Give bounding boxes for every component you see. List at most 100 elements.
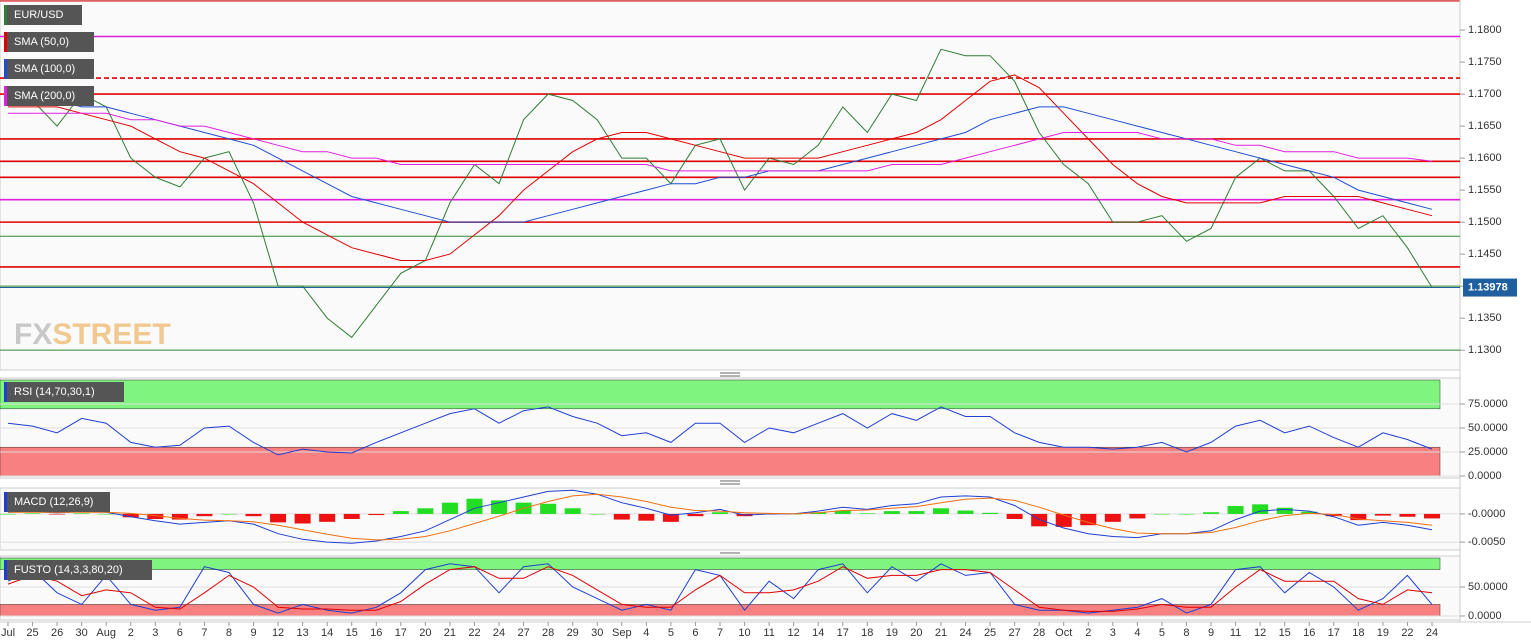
- x-tick-label: 17: [1328, 627, 1340, 639]
- x-tick-label: 3: [152, 627, 158, 639]
- x-tick-label: 21: [444, 627, 456, 639]
- x-tick-label: Jul: [1, 627, 15, 639]
- x-tick-label: 2: [1085, 627, 1091, 639]
- histogram-bar: [0, 513, 16, 515]
- y-tick-label: 0.0000: [1468, 610, 1502, 622]
- splitter[interactable]: [720, 480, 740, 485]
- x-tick-label: 3: [1110, 627, 1116, 639]
- histogram-bar: [1374, 513, 1391, 516]
- x-tick-label: 15: [346, 627, 358, 639]
- x-tick-label: Sep: [612, 627, 632, 639]
- indicator-label: FUSTO (14,3,3,80,20): [14, 564, 123, 576]
- histogram-bar: [982, 512, 999, 514]
- x-tick-label: 10: [738, 627, 750, 639]
- x-tick-label: 21: [935, 627, 947, 639]
- x-tick-label: 14: [321, 627, 333, 639]
- y-tick-label: 75.0000: [1468, 398, 1508, 410]
- watermark-part: FX: [14, 318, 52, 351]
- indicator-label-box: [4, 560, 152, 580]
- histogram-bar: [1178, 513, 1195, 515]
- histogram-bar: [540, 503, 557, 514]
- x-tick-label: 5: [668, 627, 674, 639]
- histogram-bar: [1227, 506, 1244, 514]
- splitter[interactable]: [720, 372, 740, 377]
- x-tick-label: 30: [76, 627, 88, 639]
- legend-label: SMA (50,0): [14, 36, 69, 48]
- x-tick-label: 12: [1254, 627, 1266, 639]
- histogram-bar: [957, 510, 974, 514]
- histogram-bar: [392, 511, 409, 514]
- x-tick-label: 24: [493, 627, 505, 639]
- x-tick-label: Oct: [1055, 627, 1072, 639]
- histogram-bar: [1252, 504, 1269, 514]
- histogram-bar: [196, 513, 213, 517]
- zone: [0, 557, 1441, 570]
- x-tick-label: 20: [419, 627, 431, 639]
- histogram-bar: [466, 498, 483, 514]
- x-tick-label: 29: [567, 627, 579, 639]
- histogram-bar: [662, 513, 679, 522]
- legend-swatch: [4, 5, 7, 25]
- y-tick-label: 1.1600: [1468, 152, 1502, 164]
- histogram-bar: [368, 513, 385, 516]
- histogram-bar: [589, 513, 606, 515]
- x-tick-label: 9: [250, 627, 256, 639]
- x-tick-label: 13: [296, 627, 308, 639]
- series-line: [8, 493, 1433, 541]
- x-tick-label: 30: [591, 627, 603, 639]
- x-tick-label: 12: [272, 627, 284, 639]
- x-tick-label: 25: [984, 627, 996, 639]
- x-tick-label: 6: [177, 627, 183, 639]
- legend-label: EUR/USD: [14, 9, 64, 21]
- histogram-bar: [1301, 511, 1318, 514]
- series-line: [7, 406, 1433, 456]
- indicator-label-swatch: [4, 492, 7, 512]
- histogram-bar: [171, 513, 188, 520]
- zone: [0, 604, 1441, 617]
- legend-box: [4, 5, 82, 25]
- histogram-bar: [270, 513, 287, 523]
- x-tick-label: 18: [861, 627, 873, 639]
- histogram-bar: [1031, 513, 1048, 527]
- histogram-bar: [564, 508, 581, 514]
- histogram-bar: [859, 513, 876, 514]
- series-line: [7, 566, 1433, 612]
- x-tick-label: 7: [201, 627, 207, 639]
- indicator-label: RSI (14,70,30,1): [14, 386, 95, 398]
- x-tick-label: 4: [1134, 627, 1140, 639]
- legend-swatch: [4, 59, 7, 79]
- y-tick-label: 1.1750: [1468, 56, 1502, 68]
- histogram-bar: [147, 513, 164, 519]
- histogram-bar: [49, 513, 66, 515]
- indicator-label: MACD (12,26,9): [14, 496, 93, 508]
- histogram-bar: [1006, 513, 1023, 519]
- y-tick-label: 1.1800: [1468, 24, 1502, 36]
- y-tick-label: 0.0000: [1468, 470, 1502, 482]
- histogram-bar: [122, 513, 139, 518]
- x-tick-label: 27: [1008, 627, 1020, 639]
- histogram-bar: [1203, 512, 1220, 514]
- x-tick-label: 28: [542, 627, 554, 639]
- histogram-bar: [1153, 513, 1170, 515]
- series-line: [8, 74, 1433, 261]
- histogram-bar: [1399, 513, 1416, 517]
- y-tick-label: 1.1500: [1468, 216, 1502, 228]
- legend-box: [4, 32, 94, 52]
- histogram-bar: [687, 513, 704, 517]
- series-line: [8, 100, 1433, 223]
- histogram-bar: [24, 513, 41, 514]
- histogram-bar: [613, 513, 630, 520]
- y-tick-label: 1.1650: [1468, 120, 1502, 132]
- series-line: [8, 112, 1433, 172]
- legend-box: [4, 86, 94, 106]
- legend-swatch: [4, 86, 7, 106]
- histogram-bar: [343, 513, 360, 519]
- x-tick-label: 6: [692, 627, 698, 639]
- y-tick-label: -0.0050: [1468, 536, 1505, 548]
- y-tick-label: 50.0000: [1468, 581, 1508, 593]
- indicator-panel: [0, 487, 1461, 551]
- legend-label: SMA (100,0): [14, 63, 75, 75]
- x-tick-label: 11: [763, 627, 774, 639]
- x-tick-label: 22: [468, 627, 480, 639]
